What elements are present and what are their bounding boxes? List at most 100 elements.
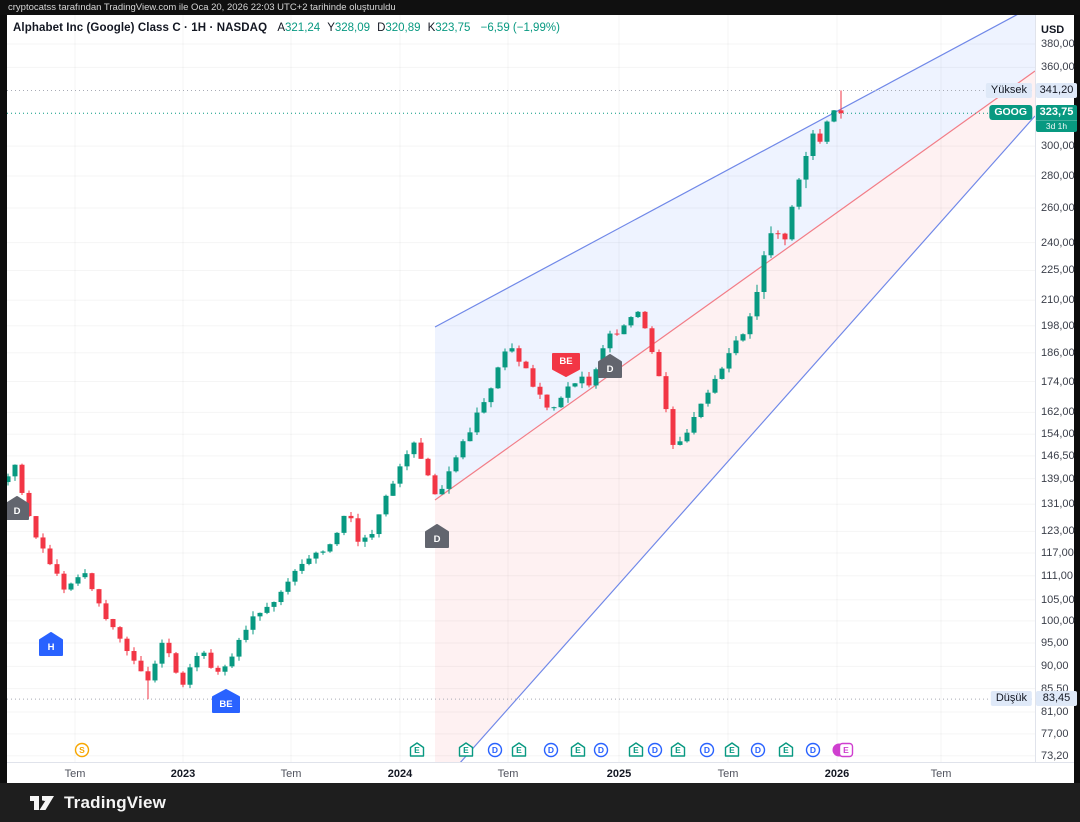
candle <box>446 471 452 489</box>
svg-text:D: D <box>434 534 441 545</box>
price-tick: 162,00 <box>1041 406 1075 419</box>
candle <box>481 402 487 413</box>
candle <box>173 653 179 673</box>
earnings-icon[interactable]: E <box>511 742 527 757</box>
marker-badge-d[interactable]: D <box>598 354 622 378</box>
dividend-icon[interactable]: D <box>805 742 821 758</box>
candle <box>376 514 382 535</box>
candle <box>89 573 95 590</box>
candle <box>733 340 739 354</box>
candle <box>642 311 648 329</box>
svg-text:E: E <box>633 745 639 755</box>
candle <box>201 652 207 656</box>
dividend-icon[interactable]: D <box>487 742 503 758</box>
candle <box>397 466 403 484</box>
candle <box>768 233 774 256</box>
candle <box>663 376 669 410</box>
candle <box>7 476 11 483</box>
candle <box>719 368 725 379</box>
candle <box>96 589 102 604</box>
candle <box>523 361 529 369</box>
price-tick: 360,00 <box>1041 61 1075 74</box>
currency-label: USD <box>1041 24 1065 36</box>
candle <box>803 156 809 180</box>
time-axis[interactable] <box>7 763 1074 783</box>
channel-upper-line[interactable] <box>434 5 1035 328</box>
dividend-icon[interactable]: D <box>699 742 715 758</box>
svg-text:D: D <box>810 745 816 755</box>
earnings-icon[interactable]: E <box>670 742 686 757</box>
low-label: Düşük <box>990 691 1032 707</box>
marker-badge-d[interactable]: D <box>425 524 449 548</box>
dividend-icon[interactable]: D <box>750 742 766 758</box>
candle <box>453 457 459 472</box>
earnings-icon[interactable]: E <box>570 742 586 757</box>
dividend-icon[interactable]: D <box>647 742 663 758</box>
ohlc-k: K323,75 <box>427 22 471 34</box>
candle <box>439 488 445 495</box>
candle <box>628 317 634 326</box>
symbol-title[interactable]: Alphabet Inc (Google) Class C · 1H · NAS… <box>13 22 268 34</box>
candle <box>299 563 305 571</box>
earnings-icon[interactable]: E <box>724 742 740 757</box>
earnings-icon[interactable]: E <box>778 742 794 757</box>
candle <box>306 558 312 564</box>
svg-text:S: S <box>79 745 85 755</box>
candle <box>404 454 410 467</box>
price-tick: 131,00 <box>1041 498 1075 511</box>
brand-wordmark[interactable]: TradingView <box>64 792 167 812</box>
candle <box>432 475 438 495</box>
candle <box>474 412 480 433</box>
candle <box>789 206 795 240</box>
candle <box>593 369 599 386</box>
split-icon[interactable]: S <box>74 742 90 758</box>
price-tick: 123,00 <box>1041 525 1075 538</box>
high-value: 341,20 <box>1036 82 1077 98</box>
time-label-2025: 2025 <box>606 768 632 780</box>
time-label-2026: 2026 <box>824 768 850 780</box>
candle <box>509 348 515 352</box>
dividend-icon[interactable]: D <box>593 742 609 758</box>
price-tick: 95,00 <box>1041 637 1069 650</box>
earnings-icon[interactable]: E <box>458 742 474 757</box>
symbol-header[interactable]: Alphabet Inc (Google) Class C · 1H · NAS… <box>13 22 560 36</box>
candle <box>131 651 137 661</box>
channel-lower-line[interactable] <box>435 115 1035 791</box>
candle <box>110 619 116 628</box>
ohlc-a: A321,24 <box>277 22 321 34</box>
svg-text:D: D <box>652 745 658 755</box>
candle <box>61 573 67 590</box>
marker-badge-d[interactable]: D <box>6 496 29 520</box>
last-price-chip[interactable]: 323,75 3d 1h <box>1036 105 1077 133</box>
candle <box>327 544 333 552</box>
symbol-price-label[interactable]: GOOG <box>989 105 1032 121</box>
tradingview-logo-icon[interactable] <box>30 794 56 812</box>
price-tick: 146,50 <box>1041 449 1075 462</box>
candle <box>418 442 424 459</box>
candle <box>341 515 347 533</box>
candle <box>208 652 214 668</box>
upcoming-earnings-icon[interactable]: E <box>838 742 854 758</box>
ohlc-d: D320,89 <box>377 22 421 34</box>
candle <box>369 534 375 538</box>
svg-text:H: H <box>48 642 55 653</box>
dividend-icon[interactable]: D <box>543 742 559 758</box>
earnings-icon[interactable]: E <box>628 742 644 757</box>
earnings-icon[interactable]: E <box>409 742 425 757</box>
candle <box>355 518 361 542</box>
candle <box>747 316 753 335</box>
candle <box>488 388 494 403</box>
candle <box>222 666 228 672</box>
marker-badge-h[interactable]: H <box>39 632 63 656</box>
svg-text:BE: BE <box>219 699 232 710</box>
marker-badge-be[interactable]: BE <box>212 689 240 713</box>
candle <box>761 255 767 292</box>
price-tick: 111,00 <box>1041 569 1074 582</box>
candle <box>579 376 585 384</box>
svg-text:E: E <box>575 745 581 755</box>
marker-badge-be[interactable]: BE <box>552 353 580 377</box>
channel-median-line[interactable] <box>434 70 1035 501</box>
attribution-text: cryptocatss tarafından TradingView.com i… <box>8 2 396 13</box>
candle <box>250 616 256 630</box>
